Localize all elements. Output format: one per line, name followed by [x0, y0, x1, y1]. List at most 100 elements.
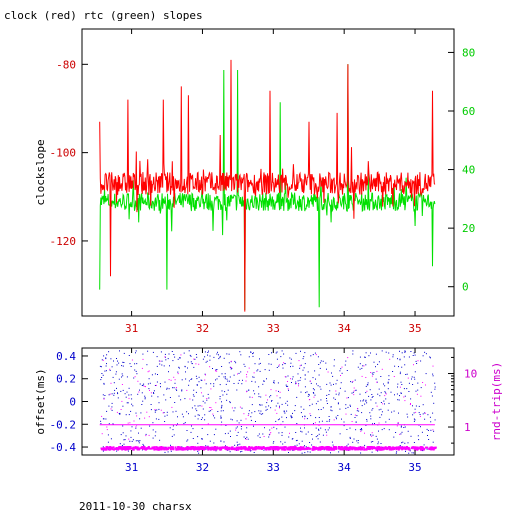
offset-point: [128, 394, 130, 396]
offset-point: [349, 427, 351, 429]
offset-point: [140, 412, 142, 414]
offset-point: [137, 440, 139, 442]
offset-point: [329, 419, 331, 421]
rtt-point: [267, 399, 268, 401]
rtt-point: [321, 446, 324, 449]
rtt-point: [159, 360, 161, 362]
offset-point: [404, 442, 406, 444]
offset-point: [300, 364, 302, 366]
offset-point: [148, 388, 150, 390]
offset-point: [219, 398, 221, 400]
offset-point: [326, 400, 328, 402]
offset-point: [139, 440, 141, 442]
rtt-point: [324, 447, 327, 450]
rtt-point: [378, 448, 380, 451]
offset-point: [380, 402, 382, 403]
offset-point: [218, 358, 220, 360]
offset-point: [279, 418, 280, 420]
offset-point: [218, 375, 220, 377]
offset-point: [184, 398, 186, 400]
offset-point: [314, 394, 316, 396]
offset-point: [246, 427, 248, 429]
offset-point: [427, 435, 428, 436]
offset-point: [304, 427, 305, 429]
rtt-point: [320, 447, 323, 450]
offset-point: [414, 378, 416, 380]
offset-point: [372, 434, 374, 436]
offset-point: [113, 382, 115, 384]
offset-point: [107, 441, 109, 443]
offset-point: [326, 383, 328, 385]
offset-point: [317, 356, 319, 358]
offset-point: [377, 441, 379, 443]
offset-point: [278, 365, 280, 367]
offset-point: [411, 378, 412, 380]
offset-point: [118, 362, 120, 364]
offset-point: [153, 392, 154, 394]
rtt-point: [202, 448, 205, 451]
offset-point: [248, 413, 250, 415]
offset-point: [237, 444, 239, 446]
offset-point: [417, 382, 419, 384]
offset-point: [166, 387, 168, 389]
bottom-left-tick-label: 0.4: [56, 350, 76, 363]
offset-point: [309, 394, 310, 396]
offset-point: [225, 445, 226, 447]
offset-point: [199, 405, 201, 407]
offset-point: [253, 376, 255, 378]
offset-point: [393, 436, 395, 438]
offset-point: [418, 439, 420, 441]
offset-point: [100, 423, 102, 425]
offset-point: [223, 441, 225, 443]
offset-point: [357, 442, 359, 444]
offset-point: [198, 452, 200, 454]
offset-point: [207, 352, 209, 353]
rtt-point: [109, 446, 112, 448]
offset-point: [395, 432, 397, 433]
offset-point: [308, 393, 310, 395]
offset-point: [239, 351, 241, 353]
offset-point: [125, 435, 127, 437]
offset-point: [213, 442, 215, 444]
rtt-point: [287, 447, 290, 450]
offset-point: [306, 418, 308, 420]
rtt-point: [419, 415, 421, 417]
rtt-point: [191, 447, 194, 450]
offset-point: [178, 367, 180, 369]
offset-point: [374, 423, 375, 424]
rtt-point: [148, 416, 150, 418]
rtt-point: [208, 447, 211, 450]
rtt-point: [152, 447, 155, 450]
offset-point: [356, 415, 358, 417]
rtt-point: [340, 446, 343, 448]
offset-point: [158, 418, 160, 420]
bottom-left-tick-label: -0.4: [50, 441, 77, 454]
offset-point: [380, 443, 382, 444]
offset-point: [429, 356, 431, 358]
offset-point: [261, 404, 263, 406]
offset-point: [370, 352, 371, 354]
offset-point: [102, 450, 104, 452]
rtt-point: [138, 391, 140, 393]
offset-point: [316, 383, 317, 385]
offset-point: [172, 429, 174, 431]
rtt-point: [274, 447, 277, 450]
offset-point: [283, 411, 285, 413]
offset-point: [313, 389, 315, 391]
offset-point: [432, 412, 434, 414]
offset-point: [275, 405, 277, 407]
offset-point: [271, 400, 273, 401]
offset-point: [268, 405, 270, 407]
offset-point: [159, 439, 161, 441]
offset-point: [319, 362, 321, 364]
rtt-point: [306, 448, 309, 451]
offset-point: [318, 428, 319, 430]
offset-point: [330, 409, 332, 411]
rtt-point: [116, 447, 119, 450]
rtt-point: [188, 447, 191, 450]
rtt-point: [231, 407, 233, 409]
rtt-point: [255, 447, 258, 450]
rtt-point: [280, 446, 283, 449]
rtt-point: [294, 447, 297, 450]
